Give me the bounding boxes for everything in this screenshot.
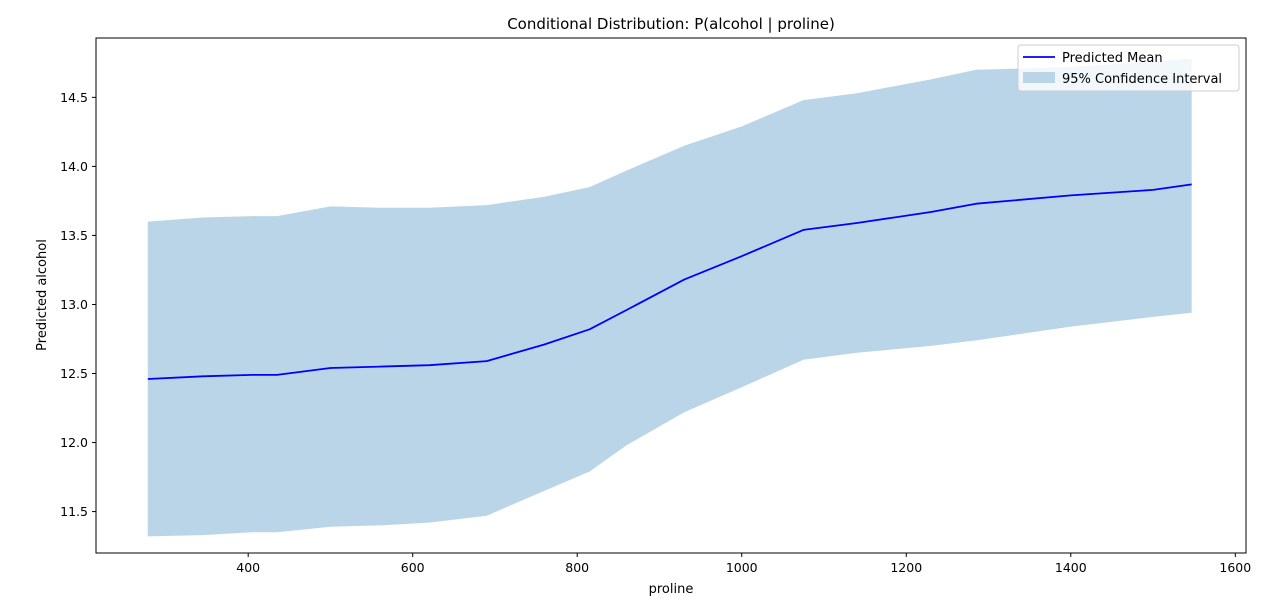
y-tick-label: 11.5 <box>60 504 88 519</box>
predicted-mean-line <box>147 183 1192 380</box>
x-tick-label: 1400 <box>1055 560 1087 575</box>
legend-mean-label: Predicted Mean <box>1062 51 1163 66</box>
x-axis-label: proline <box>649 582 694 597</box>
confidence-band <box>147 58 1192 537</box>
legend-band-label: 95% Confidence Interval <box>1062 72 1222 87</box>
plot-area <box>147 58 1192 537</box>
x-tick-label: 600 <box>401 560 425 575</box>
axes-frame <box>95 37 1247 554</box>
legend-box <box>1017 44 1240 92</box>
y-axis: 11.5 12.0 12.5 13.0 13.5 14.0 14.5 <box>60 90 96 519</box>
y-tick-label: 14.0 <box>60 159 88 174</box>
y-tick-label: 14.5 <box>60 90 88 105</box>
x-tick-label: 400 <box>236 560 260 575</box>
y-tick-label: 12.0 <box>60 435 88 450</box>
chart-title: Conditional Distribution: P(alcohol | pr… <box>507 15 835 33</box>
legend: Predicted Mean 95% Confidence Interval <box>1017 44 1240 92</box>
x-tick-label: 1600 <box>1219 560 1251 575</box>
x-tick-label: 1200 <box>890 560 922 575</box>
y-tick-label: 12.5 <box>60 366 88 381</box>
x-tick-label: 800 <box>565 560 589 575</box>
x-axis: 400 600 800 1000 1200 1400 1600 <box>236 553 1251 575</box>
y-axis-label: Predicted alcohol <box>35 239 50 351</box>
y-tick-label: 13.0 <box>60 297 88 312</box>
y-tick-label: 13.5 <box>60 228 88 243</box>
x-tick-label: 1000 <box>726 560 758 575</box>
legend-band-swatch <box>1023 72 1055 83</box>
